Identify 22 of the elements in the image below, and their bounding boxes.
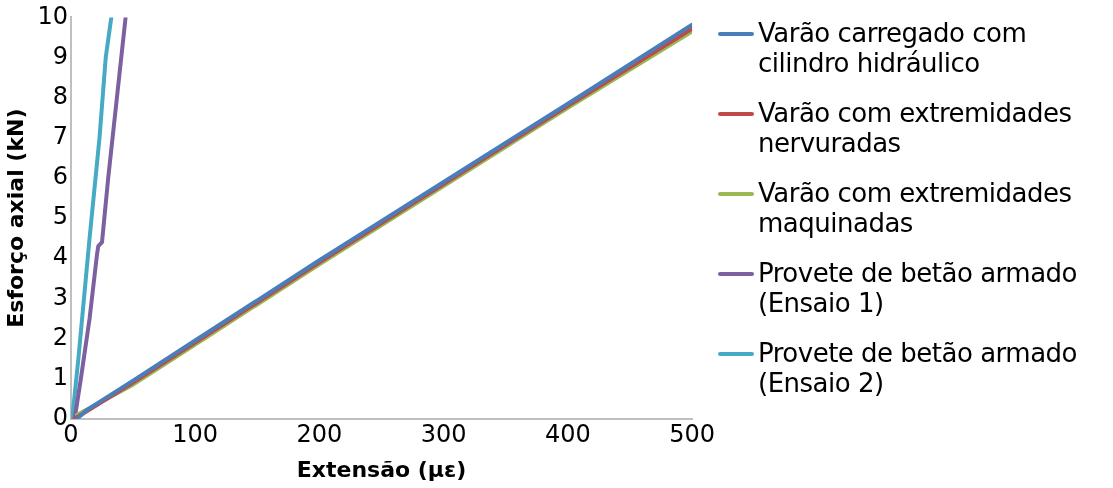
x-tick-label: 300	[420, 420, 467, 449]
y-tick-label: 7	[52, 122, 68, 151]
y-tick-label: 6	[52, 162, 68, 191]
y-axis-title: Esforço axial (kN)	[2, 108, 28, 328]
y-tick-label: 9	[52, 41, 68, 70]
x-axis-title: Extensão (με)	[296, 456, 467, 482]
y-tick-label: 10	[37, 1, 68, 30]
legend-label: Varão com extremidades maquinadas	[758, 178, 1073, 238]
legend-label: Provete de betão armado (Ensaio 2)	[758, 338, 1078, 398]
x-tick-label: 100	[172, 420, 219, 449]
x-tick-label: 200	[296, 420, 343, 449]
y-tick-label: 8	[52, 81, 68, 110]
y-tick-label: 2	[52, 322, 68, 351]
y-tick-label: 3	[52, 282, 68, 311]
x-tick-label: 500	[669, 420, 715, 449]
legend-label: Provete de betão armado (Ensaio 1)	[758, 258, 1078, 318]
y-tick-label: 1	[52, 362, 68, 391]
x-tick-label: 400	[544, 420, 591, 449]
y-tick-label: 5	[52, 202, 68, 231]
legend-label: Varão carregado com cilindro hidráulico	[758, 18, 1028, 78]
y-tick-label: 4	[52, 242, 68, 271]
legend-label: Varão com extremidades nervuradas	[758, 98, 1073, 158]
